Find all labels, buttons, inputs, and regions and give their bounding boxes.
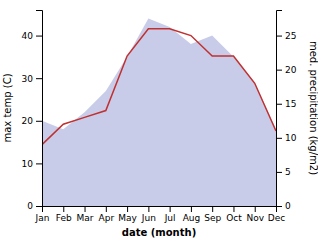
tick-label: Mar bbox=[77, 213, 94, 223]
tick-label: Aug bbox=[183, 213, 201, 223]
tick-label: 25 bbox=[285, 31, 296, 41]
tick-mark bbox=[85, 206, 86, 212]
axis-line bbox=[277, 11, 283, 207]
y-axis-title: max temp (C) bbox=[2, 73, 13, 142]
tick-label: 0 bbox=[285, 201, 291, 211]
tick-label: 15 bbox=[285, 99, 296, 109]
tick: 0 bbox=[27, 201, 42, 211]
tick-mark bbox=[276, 172, 282, 173]
tick: Dec bbox=[268, 206, 285, 223]
tick-label: Feb bbox=[56, 213, 72, 223]
tick-label: 5 bbox=[285, 167, 291, 177]
tick-label: Sep bbox=[204, 213, 221, 223]
tick: May bbox=[118, 206, 137, 223]
tick-label: Oct bbox=[226, 213, 242, 223]
y2-axis-title: med. precipitation (kg/m2) bbox=[308, 41, 318, 175]
tick-label: Apr bbox=[99, 213, 115, 223]
tick: Nov bbox=[246, 206, 264, 223]
tick-label: 20 bbox=[22, 116, 34, 126]
tick-mark bbox=[276, 36, 282, 37]
tick-mark bbox=[276, 138, 282, 139]
tick-mark bbox=[255, 206, 256, 212]
tick-label: 10 bbox=[22, 159, 34, 169]
precip-line bbox=[42, 29, 276, 145]
tick-label: 40 bbox=[22, 31, 34, 41]
tick: Oct bbox=[226, 206, 242, 223]
tick: Sep bbox=[204, 206, 221, 223]
axis-line bbox=[43, 207, 277, 213]
tick-mark bbox=[276, 206, 282, 207]
tick-mark bbox=[127, 206, 128, 212]
tick: Jun bbox=[141, 206, 156, 223]
x-axis: Jan Feb Mar AprMay Jun Jul AugSep Oct Nov Dec bbox=[35, 206, 286, 223]
tick-mark bbox=[276, 70, 282, 71]
tick: 10 bbox=[276, 133, 297, 143]
plot: JanFebMarAprMayJunJulAugSepOctNovDec0102… bbox=[22, 11, 297, 224]
tick: Jul bbox=[164, 206, 176, 223]
tick-mark bbox=[36, 206, 42, 207]
tick-label: 10 bbox=[285, 133, 297, 143]
tick: 10 bbox=[22, 159, 42, 169]
marks bbox=[42, 19, 276, 206]
tick-label: Nov bbox=[246, 213, 264, 223]
tick: 20 bbox=[276, 65, 297, 75]
tick: Apr bbox=[99, 206, 115, 223]
tick-mark bbox=[276, 104, 282, 105]
tick: Jan bbox=[35, 206, 50, 223]
tick-mark bbox=[36, 121, 42, 122]
tick-label: May bbox=[118, 213, 137, 223]
y-axis: 0 10 20 30 40 bbox=[22, 11, 43, 212]
tick-label: Dec bbox=[268, 213, 285, 223]
tick-mark bbox=[36, 36, 42, 37]
tick-label: 0 bbox=[27, 201, 33, 211]
tick-label: Jan bbox=[35, 213, 50, 223]
chart-container: JanFebMarAprMayJunJulAugSepOctNovDec0102… bbox=[0, 0, 318, 242]
tick-label: Jun bbox=[141, 213, 156, 223]
tick-mark bbox=[233, 206, 234, 212]
chart: JanFebMarAprMayJunJulAugSepOctNovDec0102… bbox=[0, 0, 318, 242]
tick: Mar bbox=[77, 206, 94, 223]
tick: 20 bbox=[22, 116, 42, 126]
x-axis-title: date (month) bbox=[122, 227, 196, 238]
tick: 15 bbox=[276, 99, 296, 109]
tick-mark bbox=[148, 206, 149, 212]
tick-mark bbox=[36, 163, 42, 164]
tick-mark bbox=[106, 206, 107, 212]
tick: 40 bbox=[22, 31, 42, 41]
tick: 5 bbox=[276, 167, 291, 177]
tick: 25 bbox=[276, 31, 296, 41]
tick-mark bbox=[212, 206, 213, 212]
tick-mark bbox=[191, 206, 192, 212]
tick-label: Jul bbox=[164, 213, 176, 223]
tick-label: 20 bbox=[285, 65, 297, 75]
y2-axis: 0 5 10 15 20 25 bbox=[276, 11, 297, 212]
axis-line bbox=[36, 11, 43, 207]
tick-label: 30 bbox=[22, 74, 34, 84]
tick: 0 bbox=[276, 201, 291, 211]
temp-area bbox=[42, 19, 276, 206]
tick: Feb bbox=[56, 206, 72, 223]
tick-mark bbox=[170, 206, 171, 212]
tick: 30 bbox=[22, 74, 42, 84]
tick-mark bbox=[63, 206, 64, 212]
tick: Aug bbox=[183, 206, 201, 223]
tick-mark bbox=[36, 78, 42, 79]
